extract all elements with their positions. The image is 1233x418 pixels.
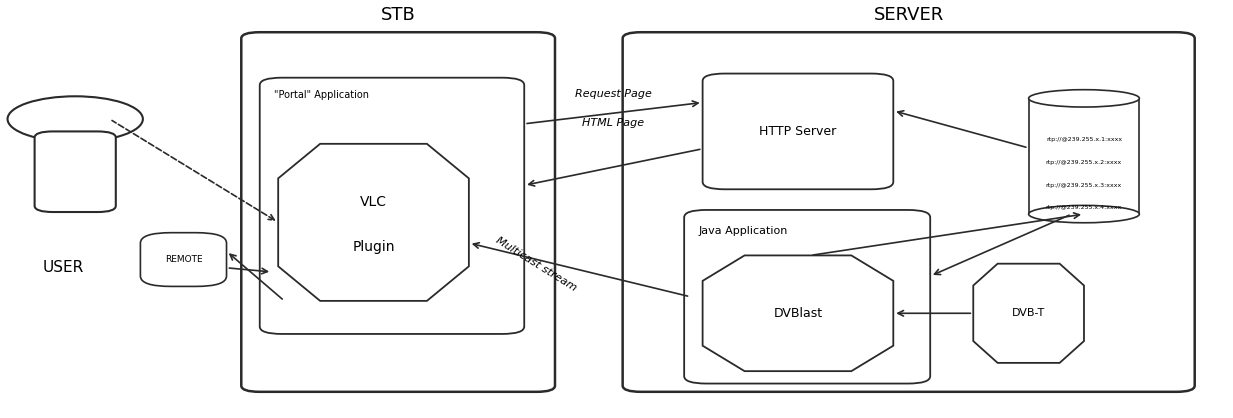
FancyBboxPatch shape: [242, 32, 555, 392]
Text: REMOTE: REMOTE: [165, 255, 202, 264]
FancyBboxPatch shape: [623, 32, 1195, 392]
FancyBboxPatch shape: [1028, 98, 1139, 214]
Ellipse shape: [1028, 90, 1139, 107]
Ellipse shape: [1028, 205, 1139, 223]
Polygon shape: [703, 255, 893, 371]
Polygon shape: [973, 264, 1084, 363]
Text: SERVER: SERVER: [873, 6, 943, 24]
Text: DVB-T: DVB-T: [1012, 308, 1046, 318]
FancyBboxPatch shape: [684, 210, 930, 384]
Text: VLC: VLC: [360, 195, 387, 209]
FancyBboxPatch shape: [35, 131, 116, 212]
Text: rtp://@239.255.x.2:xxxx: rtp://@239.255.x.2:xxxx: [1046, 160, 1122, 165]
FancyBboxPatch shape: [260, 78, 524, 334]
Text: Multicast stream: Multicast stream: [494, 235, 578, 293]
FancyBboxPatch shape: [703, 74, 893, 189]
Text: USER: USER: [42, 260, 84, 275]
Text: rtp://@239.255.x.3:xxxx: rtp://@239.255.x.3:xxxx: [1046, 183, 1122, 188]
Text: "Portal" Application: "Portal" Application: [275, 90, 370, 100]
Text: DVBlast: DVBlast: [773, 307, 822, 320]
Text: Java Application: Java Application: [699, 227, 788, 237]
Text: rtp://@239.255.x.1:xxxx: rtp://@239.255.x.1:xxxx: [1046, 137, 1122, 142]
Text: STB: STB: [381, 6, 416, 24]
Text: Plugin: Plugin: [353, 240, 395, 254]
Text: HTML Page: HTML Page: [582, 118, 645, 128]
Text: rtp://@239.255.x.4:xxxx: rtp://@239.255.x.4:xxxx: [1046, 205, 1122, 210]
Text: HTTP Server: HTTP Server: [760, 125, 836, 138]
Text: Request Page: Request Page: [575, 89, 652, 99]
Circle shape: [7, 96, 143, 142]
Polygon shape: [279, 144, 469, 301]
FancyBboxPatch shape: [141, 233, 227, 286]
